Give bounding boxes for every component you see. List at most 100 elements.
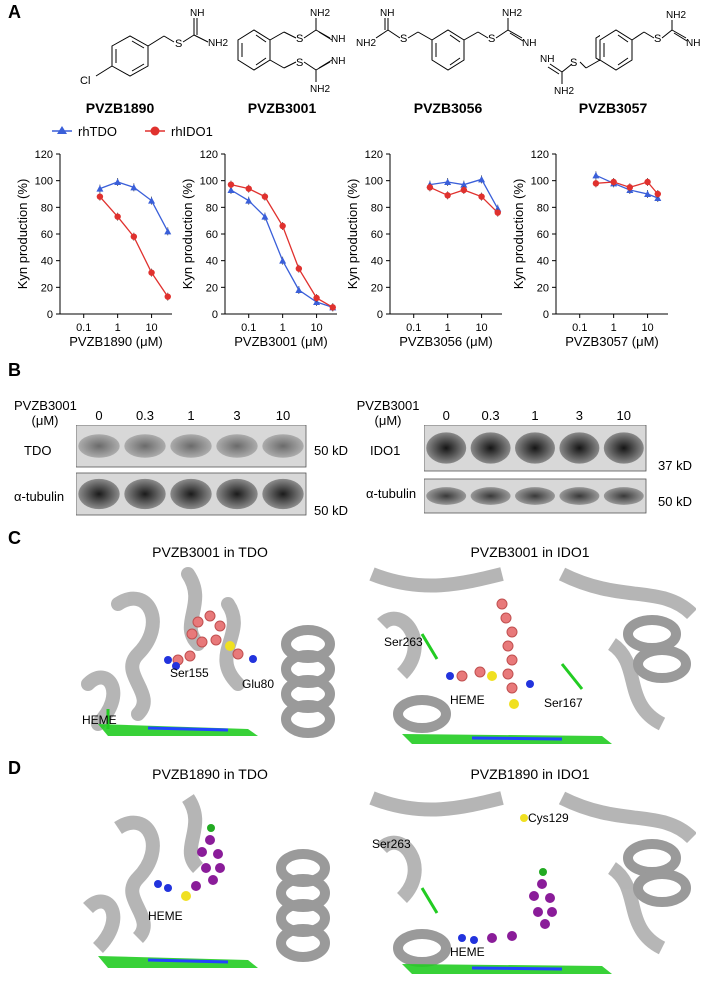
- data-point-tdo: [148, 197, 156, 204]
- data-point-tdo: [295, 286, 303, 293]
- y-tick-label: 20: [537, 282, 549, 294]
- panel-label-b: B: [8, 360, 21, 380]
- compound-name-3056: PVZB3056: [413, 100, 483, 116]
- dose-label: 0.3: [481, 408, 500, 423]
- blot-left-row-1-marker: 50 kD: [314, 503, 348, 518]
- structure-title-c1: PVZB3001 in TDO: [152, 544, 268, 560]
- svg-text:NH2: NH2: [502, 8, 522, 19]
- data-point-ido: [592, 180, 600, 187]
- svg-text:NH: NH: [540, 54, 554, 65]
- structure-image-c2: Ser263 HEME Ser167: [362, 564, 696, 748]
- blot-band: [559, 487, 600, 505]
- x-tick-label: 10: [310, 322, 322, 334]
- y-tick-label: 60: [371, 229, 383, 241]
- data-point-tdo: [245, 197, 253, 204]
- y-tick-label: 40: [371, 256, 383, 268]
- data-point-ido: [478, 193, 485, 200]
- data-point-ido: [130, 233, 138, 240]
- legend-tdo-marker: [57, 126, 67, 134]
- x-tick-label: 10: [641, 322, 653, 334]
- structure-image-d2: Cys129 Ser263 HEME: [362, 788, 696, 978]
- svg-text:S: S: [654, 33, 661, 45]
- label-heme-d2: HEME: [450, 945, 485, 959]
- x-axis-label: PVZB3056 (μM): [399, 334, 492, 349]
- blot-band: [515, 432, 555, 464]
- x-tick-label: 10: [475, 322, 487, 334]
- blot-band: [603, 487, 644, 505]
- y-tick-label: 100: [365, 176, 383, 188]
- data-point-ido: [444, 192, 451, 199]
- blot-right-row-0-label: IDO1: [370, 443, 401, 458]
- svg-text:NH: NH: [380, 8, 394, 19]
- svg-text:NH2: NH2: [208, 38, 228, 49]
- data-point-tdo: [130, 183, 138, 191]
- data-point-ido: [114, 213, 121, 220]
- structure-title-d1: PVZB1890 in TDO: [152, 766, 268, 782]
- svg-text:NH2: NH2: [666, 10, 686, 21]
- chemical-structures: S NH NH2 Cl NH2 NH S S NH NH2 NH NH2 S S…: [80, 8, 600, 95]
- label-ser155: Ser155: [170, 666, 209, 680]
- blot-band: [426, 487, 467, 505]
- svg-text:NH: NH: [190, 8, 204, 19]
- data-point-ido: [96, 193, 104, 200]
- data-point-ido: [295, 265, 303, 272]
- y-axis-label: Kyn production (%): [511, 179, 526, 290]
- legend-ido-marker: [150, 126, 160, 136]
- svg-text:S: S: [400, 33, 407, 45]
- blot-band: [262, 478, 304, 510]
- data-point-tdo: [644, 190, 652, 197]
- y-tick-label: 100: [200, 176, 218, 188]
- legend-ido-label: rhIDO1: [171, 124, 213, 139]
- blot-right-image: [424, 425, 647, 514]
- data-point-ido: [644, 178, 651, 186]
- data-point-tdo: [261, 213, 269, 220]
- blot-band: [170, 434, 212, 458]
- legend-tdo-label: rhTDO: [78, 124, 117, 139]
- label-heme-c2: HEME: [450, 693, 485, 707]
- y-axis-label: Kyn production (%): [345, 179, 360, 290]
- dose-label: 0: [442, 408, 450, 423]
- svg-text:S: S: [488, 33, 495, 45]
- dose-label: 0: [95, 408, 103, 423]
- data-point-ido: [610, 178, 617, 186]
- data-point-ido: [148, 269, 155, 276]
- structure-image-d1: HEME: [78, 788, 346, 978]
- blot-left-image: [76, 425, 307, 516]
- y-tick-label: 80: [206, 202, 218, 214]
- y-tick-label: 0: [377, 309, 383, 321]
- data-point-tdo: [279, 257, 287, 264]
- svg-text:S: S: [296, 33, 303, 45]
- x-tick-label: 1: [611, 322, 617, 334]
- svg-text:NH: NH: [331, 56, 345, 67]
- data-point-tdo: [444, 178, 452, 185]
- y-tick-label: 40: [206, 256, 218, 268]
- x-tick-label: 0.1: [241, 322, 256, 334]
- structure-title-d2: PVZB1890 in IDO1: [470, 766, 590, 782]
- blot-band: [216, 434, 258, 458]
- svg-text:S: S: [296, 57, 303, 69]
- compound-name-3057: PVZB3057: [578, 100, 648, 116]
- blot-band: [470, 487, 511, 505]
- data-point-ido: [329, 304, 336, 311]
- blot-band: [216, 478, 258, 510]
- y-tick-label: 20: [206, 282, 218, 294]
- data-point-ido: [227, 181, 235, 188]
- svg-text:NH2: NH2: [554, 86, 574, 97]
- y-tick-label: 60: [206, 229, 218, 241]
- svg-text:S: S: [175, 38, 182, 50]
- y-tick-label: 80: [371, 202, 383, 214]
- blot-band: [262, 434, 304, 458]
- dose-label: 3: [233, 408, 241, 423]
- blot-band: [603, 432, 644, 464]
- y-tick-label: 100: [35, 176, 53, 188]
- data-point-ido: [626, 184, 634, 191]
- y-axis-label: Kyn production (%): [15, 179, 30, 290]
- svg-text:NH2: NH2: [310, 84, 330, 95]
- data-point-ido: [164, 293, 171, 300]
- x-tick-label: 1: [115, 322, 121, 334]
- compound-name-3001: PVZB3001: [247, 100, 317, 116]
- data-point-ido: [494, 209, 501, 216]
- structure-image-c1: Ser155 Glu80 HEME: [78, 564, 346, 748]
